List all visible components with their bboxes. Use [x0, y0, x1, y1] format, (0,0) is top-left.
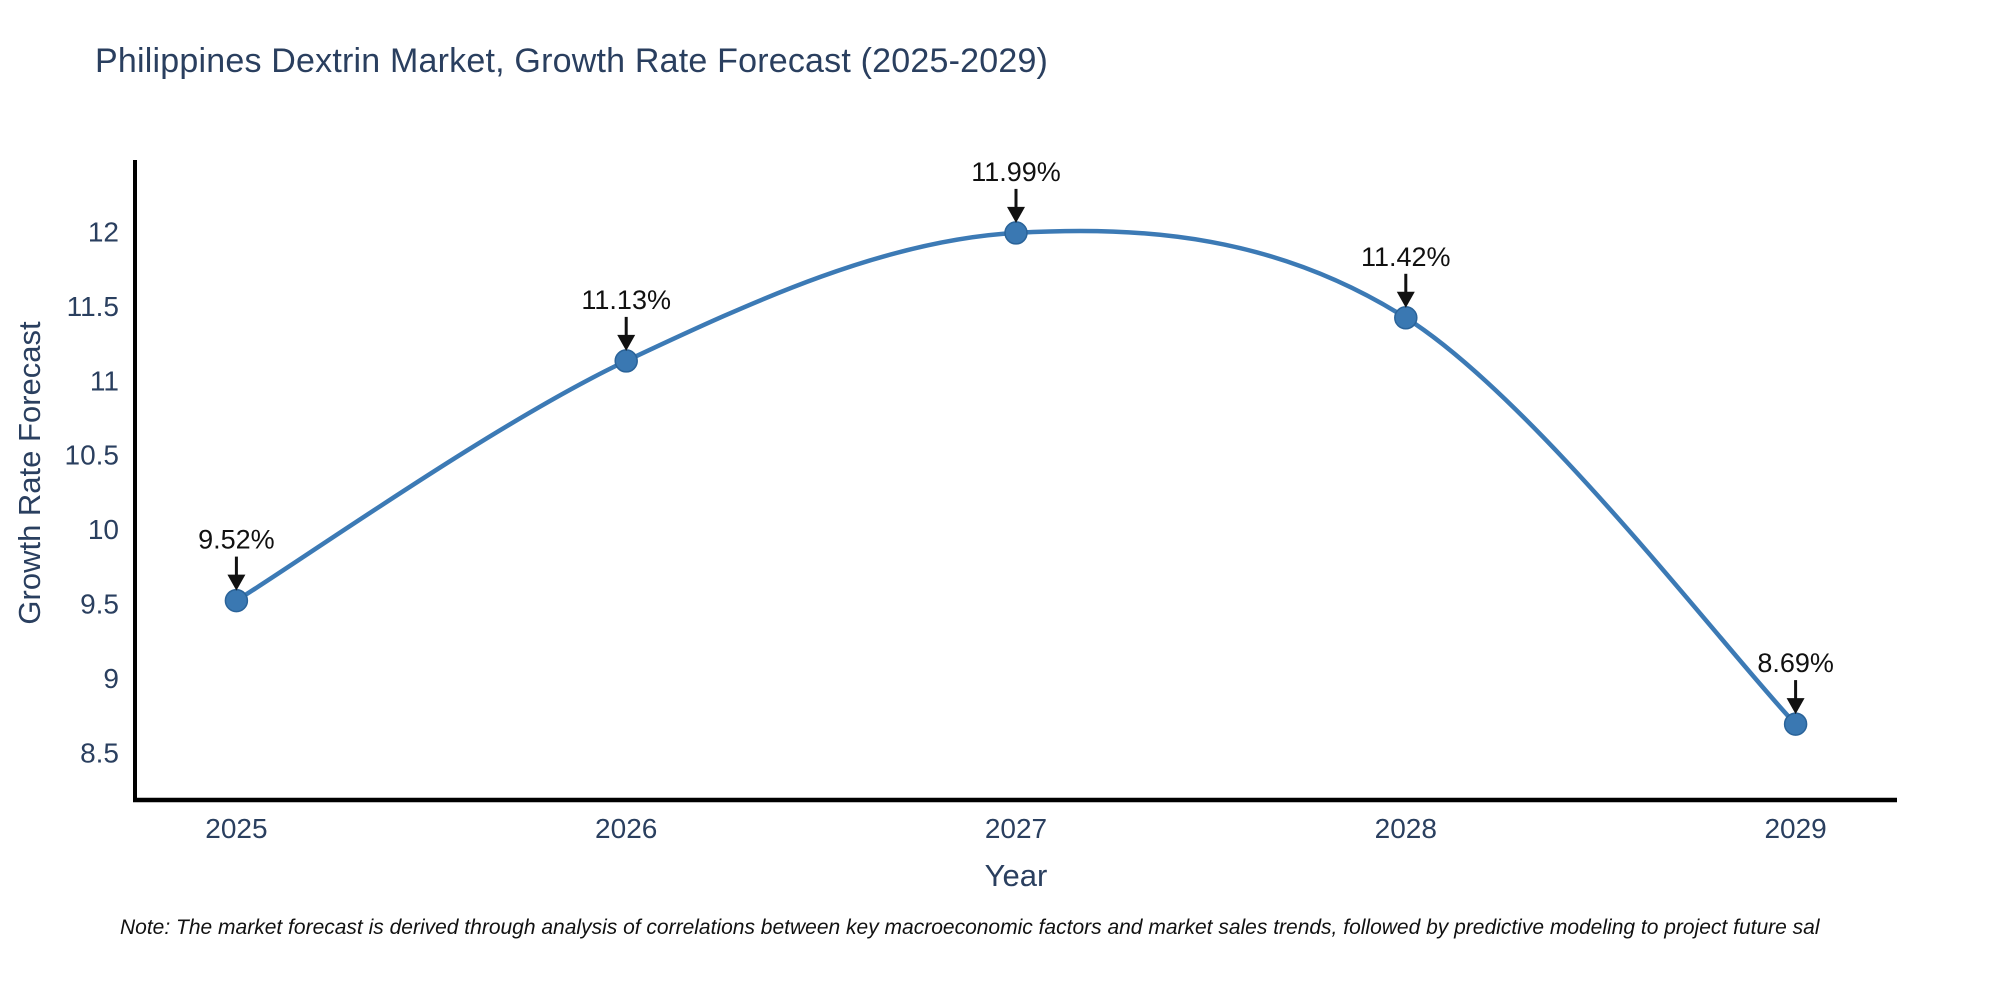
x-tick-label: 2025	[205, 813, 267, 844]
point-value-label: 11.13%	[581, 285, 671, 315]
data-point-marker	[1783, 712, 1808, 736]
y-tick-label: 11.5	[67, 291, 119, 322]
point-value-label: 11.99%	[971, 157, 1061, 187]
data-point-marker	[224, 588, 249, 613]
annotation-arrowhead	[227, 574, 246, 591]
annotation-arrowhead	[1786, 698, 1805, 715]
data-point-marker	[1004, 221, 1028, 245]
y-tick-label: 10.5	[65, 440, 120, 471]
data-point-marker	[614, 349, 638, 373]
y-tick-label: 9.5	[80, 589, 119, 620]
annotation-arrowhead	[1007, 206, 1025, 223]
x-tick-label: 2027	[985, 813, 1047, 844]
annotation-arrowhead	[617, 334, 636, 351]
y-tick-label: 12	[88, 216, 119, 247]
x-tick-label: 2029	[1764, 813, 1826, 844]
x-axis-title: Year	[984, 858, 1048, 893]
chart-title: Philippines Dextrin Market, Growth Rate …	[95, 42, 1049, 80]
point-value-label: 9.52%	[198, 525, 275, 555]
y-tick-label: 11	[90, 365, 119, 396]
annotation-arrowhead	[1396, 291, 1415, 308]
x-tick-label: 2028	[1375, 813, 1437, 844]
point-value-label: 11.42%	[1361, 242, 1451, 272]
trend-line	[234, 228, 1798, 727]
x-tick-label: 2026	[595, 813, 657, 844]
point-value-label: 8.69%	[1757, 648, 1834, 678]
data-point-marker	[1394, 306, 1418, 330]
y-tick-label: 8.5	[80, 737, 119, 768]
y-tick-label: 10	[88, 514, 119, 545]
footnote: Note: The market forecast is derived thr…	[120, 916, 1820, 939]
y-tick-label: 9	[103, 663, 119, 694]
